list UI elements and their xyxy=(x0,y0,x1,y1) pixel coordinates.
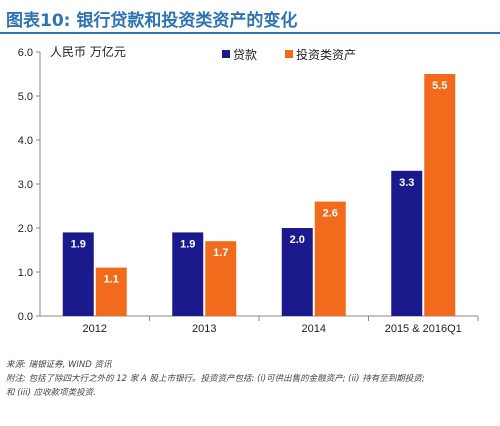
x-tick-label: 2014 xyxy=(302,323,326,335)
y-tick-label: 2.0 xyxy=(18,223,33,235)
bar xyxy=(281,228,313,316)
bar-chart: 0.0 1.0 2.0 3.0 4.0 5.0 6.0 人民币 万亿元 贷款 投资类资产 2012 1… xyxy=(18,44,479,335)
data-label: 2.0 xyxy=(290,234,305,246)
legend-label: 投资类资产 xyxy=(296,47,356,62)
y-tick-label: 0.0 xyxy=(18,311,33,323)
legend-label: 贷款 xyxy=(233,48,257,62)
bar xyxy=(172,232,204,316)
y-tick-label: 4.0 xyxy=(18,135,33,147)
footer: 来源: 瑞银证券, WIND 资讯 附注: 包括了除四大行之外的 12 家 A … xyxy=(6,358,494,400)
y-tick-label: 1.0 xyxy=(18,267,33,279)
data-label: 1.1 xyxy=(104,274,119,286)
y-tick-label: 3.0 xyxy=(18,179,33,191)
y-axis-label: 人民币 万亿元 xyxy=(50,44,126,59)
y-tick-label: 5.0 xyxy=(18,91,33,103)
data-label: 5.5 xyxy=(432,80,447,92)
footnote-line-2: 和 (iii) 应收款项类投资. xyxy=(6,388,96,398)
data-label: 3.3 xyxy=(399,177,414,189)
footnote-line-1: 附注: 包括了除四大行之外的 12 家 A 股上市银行。投资资产包括: (i)可… xyxy=(6,374,425,384)
bar xyxy=(391,170,423,316)
data-label: 1.7 xyxy=(213,247,228,259)
legend-swatch xyxy=(222,50,230,58)
data-label: 2.6 xyxy=(323,208,338,220)
bar xyxy=(95,267,127,316)
x-tick-label: 2013 xyxy=(192,323,216,335)
data-label: 1.9 xyxy=(180,238,195,250)
bar xyxy=(205,241,237,316)
legend-swatch xyxy=(285,50,293,58)
source-note: 来源: 瑞银证券, WIND 资讯 xyxy=(6,360,112,370)
bar xyxy=(314,201,346,316)
y-tick-label: 6.0 xyxy=(18,47,33,59)
page-title: 图表10: 银行贷款和投资类资产的变化 xyxy=(6,11,298,31)
x-tick-label: 2015 & 2016Q1 xyxy=(385,323,462,335)
bar xyxy=(62,232,94,316)
x-tick-label: 2012 xyxy=(83,323,107,335)
data-label: 1.9 xyxy=(71,238,86,250)
bar xyxy=(424,74,456,316)
title-bar: 图表10: 银行贷款和投资类资产的变化 xyxy=(0,0,500,34)
